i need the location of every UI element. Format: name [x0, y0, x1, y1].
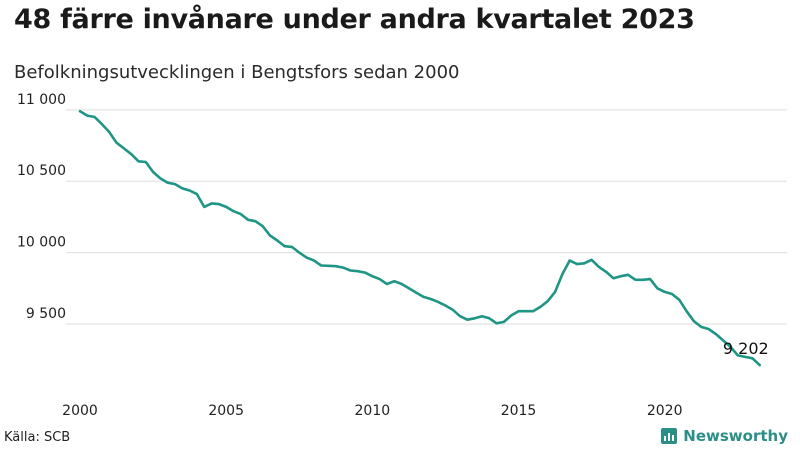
x-tick-label: 2005	[208, 403, 244, 419]
end-value-label: 9 202	[723, 339, 769, 358]
y-tick-label: 10 500	[17, 163, 66, 179]
series-layer	[78, 110, 761, 367]
series-line	[78, 110, 761, 367]
y-tick-label: 10 000	[17, 235, 66, 251]
source-note: Källa: SCB	[4, 430, 71, 445]
y-tick-label: 11 000	[17, 92, 66, 108]
y-axis-ticks: 9 500 10 000 10 500 11 000	[17, 92, 66, 322]
gridlines	[66, 109, 787, 325]
chart-subtitle: Befolkningsutvecklingen i Bengtsfors sed…	[14, 62, 460, 83]
x-axis-ticks: 2000 2005 2010 2015 2020	[62, 403, 682, 419]
x-tick-label: 2000	[62, 403, 98, 419]
x-tick-label: 2010	[355, 403, 391, 419]
x-tick-label: 2020	[647, 403, 683, 419]
brand-logo: Newsworthy	[661, 427, 788, 445]
x-tick-label: 2015	[501, 403, 537, 419]
y-tick-label: 9 500	[26, 306, 66, 322]
chart-title: 48 färre invånare under andra kvartalet …	[14, 4, 695, 35]
newsworthy-logo-icon	[661, 428, 678, 444]
brand-name: Newsworthy	[683, 427, 788, 445]
